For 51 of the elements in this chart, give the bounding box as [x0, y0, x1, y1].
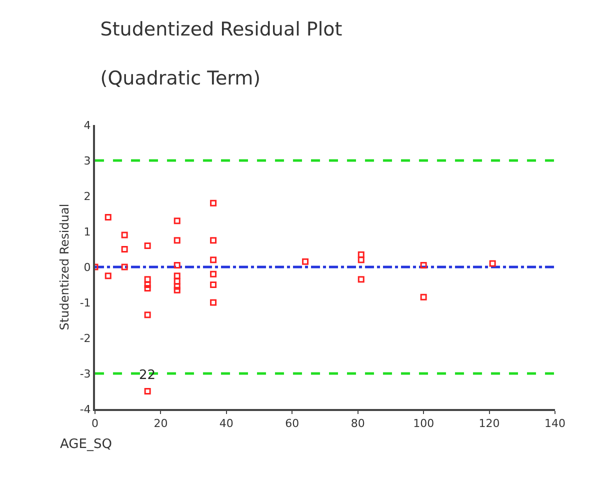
point — [174, 237, 180, 244]
x-tick-label: 60 — [285, 417, 300, 430]
point — [144, 285, 151, 292]
point — [174, 278, 180, 284]
x-axis-title: AGE_SQ — [60, 437, 112, 452]
y-axis-title: Studentized Residual — [58, 204, 72, 330]
point — [121, 264, 128, 270]
point — [489, 260, 496, 267]
y-tick-label: 1 — [84, 225, 91, 238]
x-tick-label: 120 — [478, 417, 500, 430]
y-tick-label: -3 — [80, 367, 91, 380]
x-tick-label: 40 — [219, 417, 234, 430]
y-tick-label: 3 — [84, 154, 91, 168]
y-tick-label: -1 — [80, 296, 91, 310]
y-tick-label: -2 — [80, 332, 91, 345]
point — [358, 276, 364, 283]
y-tick-label: 0 — [84, 260, 91, 274]
point — [144, 312, 151, 318]
point — [420, 262, 427, 268]
point — [210, 200, 217, 206]
point — [210, 270, 217, 278]
point — [174, 272, 180, 280]
point — [174, 218, 180, 224]
point — [104, 214, 112, 221]
point — [174, 262, 180, 268]
chart-title: Studentized Residual Plot — [100, 18, 342, 40]
point — [121, 246, 128, 252]
point — [210, 299, 217, 306]
point — [144, 388, 151, 394]
y-tick-label: -4 — [80, 402, 91, 416]
point — [302, 258, 309, 265]
x-tick-label: 20 — [154, 417, 168, 430]
x-tick-label: 100 — [413, 417, 434, 430]
point — [358, 251, 364, 258]
point — [144, 242, 151, 249]
point — [174, 286, 180, 294]
x-tick-label: 140 — [544, 417, 566, 430]
y-tick-label: 4 — [84, 118, 91, 132]
point — [210, 237, 217, 244]
point — [210, 282, 217, 288]
point — [144, 276, 151, 283]
point — [358, 256, 364, 264]
annotation: 22 — [139, 368, 156, 383]
point — [210, 256, 217, 264]
point — [104, 272, 112, 280]
y-tick-label: 2 — [84, 190, 91, 203]
point — [121, 232, 128, 238]
point — [174, 283, 180, 290]
point — [420, 294, 427, 300]
x-tick-label: 80 — [350, 417, 365, 430]
chart-subtitle: (Quadratic Term) — [100, 68, 261, 90]
